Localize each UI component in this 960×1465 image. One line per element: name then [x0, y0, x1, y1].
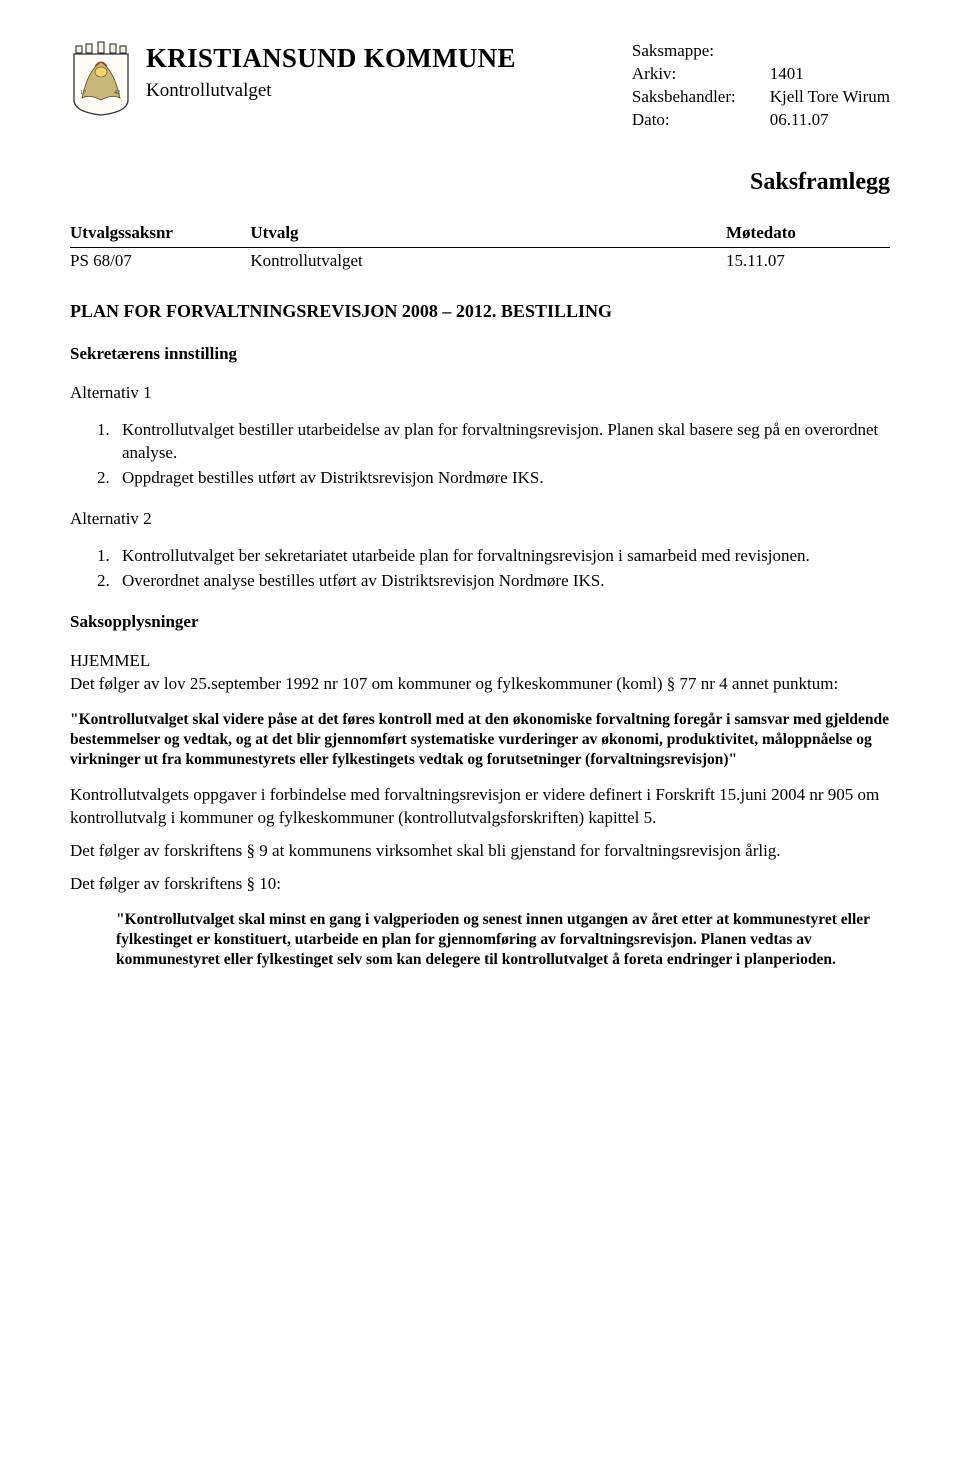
meta-arkiv-label: Arkiv:: [632, 63, 736, 86]
meta-saksmappe-label: Saksmappe:: [632, 40, 736, 63]
shield-icon: 17 42: [70, 40, 132, 116]
quote-block-2: "Kontrollutvalget skal minst en gang i v…: [116, 910, 890, 970]
header-title-block: KRISTIANSUND KOMMUNE Kontrollutvalget: [146, 40, 618, 104]
cell-saksnr: PS 68/07: [70, 248, 250, 273]
sekretaer-innstilling-label: Sekretærens innstilling: [70, 343, 890, 366]
document-type: Saksframlegg: [70, 166, 890, 198]
col-header-utvalg: Utvalg: [250, 222, 726, 247]
alternativ-1-label: Alternativ 1: [70, 382, 890, 405]
document-header: 17 42 KRISTIANSUND KOMMUNE Kontrollutval…: [70, 40, 890, 132]
sub-org-name: Kontrollutvalget: [146, 78, 618, 104]
table-row: PS 68/07 Kontrollutvalget 15.11.07: [70, 248, 890, 273]
meta-dato-label: Dato:: [632, 109, 736, 132]
alternativ-2-label: Alternativ 2: [70, 508, 890, 531]
list-item: Kontrollutvalget bestiller utarbeidelse …: [114, 419, 890, 465]
table-header-row: Utvalgssaksnr Utvalg Møtedato: [70, 222, 890, 247]
alternativ-2-list: Kontrollutvalget ber sekretariatet utarb…: [70, 545, 890, 593]
hjemmel-label: HJEMMEL: [70, 650, 890, 673]
meta-saksbehandler-value: Kjell Tore Wirum: [770, 86, 890, 109]
alternativ-1-list: Kontrollutvalget bestiller utarbeidelse …: [70, 419, 890, 490]
municipality-logo: 17 42: [70, 40, 132, 116]
paragraph-forskrift: Kontrollutvalgets oppgaver i forbindelse…: [70, 784, 890, 830]
cell-motedato: 15.11.07: [726, 248, 890, 273]
list-item: Oppdraget bestilles utført av Distriktsr…: [114, 467, 890, 490]
cell-utvalg: Kontrollutvalget: [250, 248, 726, 273]
list-item: Kontrollutvalget ber sekretariatet utarb…: [114, 545, 890, 568]
paragraph-10-intro: Det følger av forskriftens § 10:: [70, 873, 890, 896]
paragraph-9: Det følger av forskriftens § 9 at kommun…: [70, 840, 890, 863]
svg-text:42: 42: [114, 90, 120, 96]
meta-arkiv-value: 1401: [770, 63, 890, 86]
quote-block-1: "Kontrollutvalget skal videre påse at de…: [70, 710, 890, 770]
meta-saksbehandler-label: Saksbehandler:: [632, 86, 736, 109]
org-name: KRISTIANSUND KOMMUNE: [146, 40, 618, 76]
col-header-saksnr: Utvalgssaksnr: [70, 222, 250, 247]
hjemmel-paragraph: Det følger av lov 25.september 1992 nr 1…: [70, 673, 890, 696]
list-item: Overordnet analyse bestilles utført av D…: [114, 570, 890, 593]
meta-saksmappe-value: [770, 40, 890, 63]
svg-text:17: 17: [80, 90, 86, 96]
case-title: PLAN FOR FORVALTNINGSREVISJON 2008 – 201…: [70, 299, 890, 323]
case-metadata: Saksmappe: Arkiv: 1401 Saksbehandler: Kj…: [632, 40, 890, 132]
saksopplysninger-label: Saksopplysninger: [70, 611, 890, 634]
col-header-motedato: Møtedato: [726, 222, 890, 247]
case-table: Utvalgssaksnr Utvalg Møtedato PS 68/07 K…: [70, 222, 890, 273]
meta-dato-value: 06.11.07: [770, 109, 890, 132]
